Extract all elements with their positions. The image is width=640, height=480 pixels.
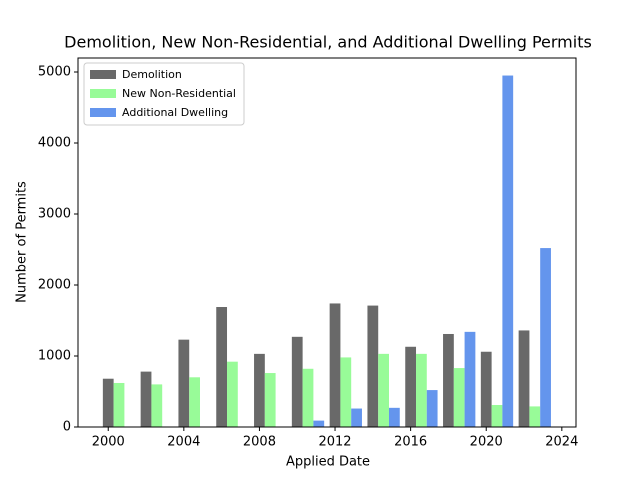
bar — [329, 303, 341, 427]
bar — [388, 407, 400, 427]
x-tick-label: 2020 — [470, 435, 503, 450]
legend-box — [83, 62, 245, 126]
chart-title: Demolition, New Non-Residential, and Add… — [64, 33, 592, 52]
y-tick-label: 2000 — [38, 277, 71, 292]
legend-label: Demolition — [122, 68, 182, 81]
bar — [340, 357, 352, 427]
bar — [351, 408, 362, 427]
bar — [178, 339, 190, 427]
bar — [264, 373, 276, 427]
bar — [443, 333, 454, 427]
bar — [502, 75, 514, 427]
bar — [189, 377, 200, 427]
bar — [151, 384, 163, 427]
y-axis-label: Number of Permits — [15, 181, 30, 303]
bar — [367, 305, 379, 427]
y-tick-label: 0 — [63, 420, 71, 435]
y-tick-label: 5000 — [38, 64, 71, 79]
bar — [480, 351, 492, 427]
x-tick-label: 2004 — [167, 435, 200, 450]
bar — [313, 420, 325, 427]
bar — [416, 353, 427, 427]
legend-swatch — [90, 89, 116, 98]
legend-swatch — [90, 108, 116, 117]
bar — [491, 404, 503, 427]
x-tick-label: 2000 — [92, 435, 125, 450]
bar — [378, 353, 389, 427]
x-tick-label: 2008 — [243, 435, 276, 450]
bar — [140, 371, 152, 427]
bar — [113, 382, 125, 427]
y-tick-label: 1000 — [38, 348, 71, 363]
bar — [216, 307, 228, 427]
x-axis-label: Applied Date — [286, 455, 370, 470]
legend: Demolition New Non-Residential Additional … — [83, 62, 245, 126]
legend-label: New Non-Residential — [122, 87, 236, 100]
y-tick-label: 3000 — [38, 206, 71, 221]
legend-label: Additional Dwelling — [122, 106, 228, 119]
bar — [227, 361, 238, 427]
bar — [254, 353, 265, 427]
y-tick-label: 4000 — [38, 135, 71, 150]
x-tick-label: 2016 — [394, 435, 427, 450]
bar — [464, 331, 476, 427]
bar — [291, 336, 303, 427]
bar — [529, 406, 541, 427]
legend-swatch — [90, 70, 116, 79]
bar — [405, 346, 417, 427]
bar — [540, 248, 551, 427]
bar — [518, 330, 530, 427]
bar — [102, 378, 114, 427]
x-tick-label: 2012 — [318, 435, 351, 450]
bar — [426, 390, 438, 427]
bar — [453, 368, 465, 427]
bar — [302, 368, 314, 427]
plot-frame — [77, 57, 577, 428]
x-tick-label: 2024 — [545, 435, 578, 450]
